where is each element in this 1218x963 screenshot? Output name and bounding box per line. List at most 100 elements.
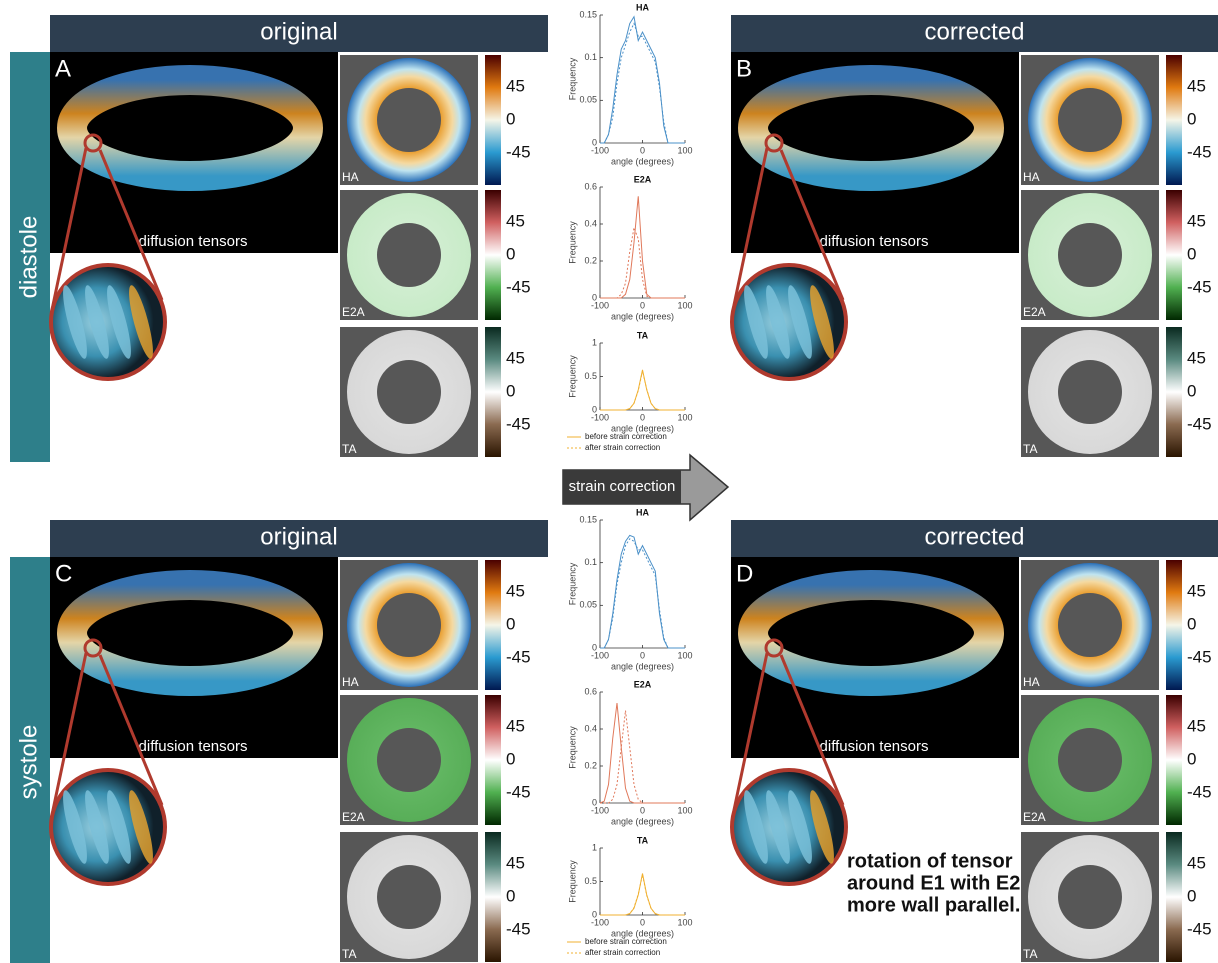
- x-tick-label: 0: [640, 300, 645, 310]
- series-line: [600, 703, 685, 803]
- x-tick-label: 0: [640, 917, 645, 927]
- chart-title: TA: [637, 835, 649, 845]
- panel-letter: A: [55, 55, 71, 82]
- header: corrected: [924, 523, 1024, 550]
- map-hole: [377, 728, 441, 792]
- colorbar-tick-label: 45: [506, 581, 525, 600]
- tensor-ring-inner: [110, 96, 270, 148]
- y-axis-label: Frequency: [567, 221, 577, 264]
- map-hole: [1058, 88, 1122, 152]
- annotation: around E1 with E2: [847, 872, 1020, 894]
- colorbar-tick-label: 0: [1187, 614, 1196, 633]
- map-label: E2A: [1023, 810, 1046, 824]
- series-line: [600, 539, 685, 648]
- colorbar-tick-label: 45: [506, 853, 525, 872]
- colorbar-tick-label: -45: [506, 782, 531, 801]
- y-axis-label: Frequency: [567, 562, 577, 605]
- map-hole: [1058, 865, 1122, 929]
- colorbar-tick-label: -45: [506, 277, 531, 296]
- map-label: TA: [342, 442, 356, 456]
- row-label: diastole: [15, 216, 42, 299]
- chart-title: HA: [636, 507, 649, 517]
- series-line: [600, 370, 685, 410]
- y-tick-label: 0.6: [584, 686, 597, 696]
- colorbar-tick-label: 0: [506, 886, 515, 905]
- colorbar: [1166, 190, 1182, 320]
- map-label: HA: [342, 675, 359, 689]
- series-line: [600, 196, 685, 298]
- legend-label: after strain correction: [585, 948, 660, 957]
- colorbar-tick-label: 45: [506, 716, 525, 735]
- arrow-label: strain correction: [569, 478, 676, 495]
- colorbar-tick-label: -45: [1187, 919, 1212, 938]
- x-tick-label: -100: [591, 917, 609, 927]
- colorbar-tick-label: -45: [506, 647, 531, 666]
- panel-letter: B: [736, 55, 752, 82]
- colorbar-tick-label: 0: [506, 749, 515, 768]
- y-axis-label: Frequency: [567, 860, 577, 903]
- colorbar-tick-label: 45: [506, 348, 525, 367]
- y-tick-label: 0.4: [584, 218, 597, 228]
- x-tick-label: 100: [677, 650, 692, 660]
- map-hole: [1058, 593, 1122, 657]
- colorbar-tick-label: -45: [506, 142, 531, 161]
- x-tick-label: 0: [640, 145, 645, 155]
- x-tick-label: -100: [591, 145, 609, 155]
- series-line: [600, 535, 685, 648]
- x-tick-label: -100: [591, 412, 609, 422]
- map-hole: [1058, 223, 1122, 287]
- header: original: [260, 523, 337, 550]
- map-label: E2A: [342, 305, 365, 319]
- x-tick-label: 0: [640, 650, 645, 660]
- map-label: E2A: [342, 810, 365, 824]
- colorbar-tick-label: 45: [1187, 211, 1206, 230]
- x-axis-label: angle (degrees): [611, 156, 674, 166]
- series-line: [600, 371, 685, 410]
- colorbar: [485, 695, 501, 825]
- colorbar-tick-label: 0: [1187, 749, 1196, 768]
- series-line: [600, 17, 685, 143]
- map-label: TA: [1023, 442, 1037, 456]
- header: corrected: [924, 18, 1024, 45]
- x-axis-label: angle (degrees): [611, 816, 674, 826]
- tensor-ring-inner: [110, 601, 270, 653]
- colorbar: [485, 560, 501, 690]
- colorbar-tick-label: 0: [506, 381, 515, 400]
- figure: strain correction rotation of tensor aro…: [0, 0, 1218, 963]
- colorbar-tick-label: -45: [506, 919, 531, 938]
- x-tick-label: 100: [677, 145, 692, 155]
- x-tick-label: 100: [677, 917, 692, 927]
- panel-letter: D: [736, 560, 753, 587]
- chart-title: HA: [636, 2, 649, 12]
- y-axis-label: Frequency: [567, 355, 577, 398]
- colorbar: [1166, 55, 1182, 185]
- y-axis-label: Frequency: [567, 57, 577, 100]
- y-tick-label: 0.2: [584, 255, 597, 265]
- series-line: [600, 711, 685, 804]
- map-hole: [377, 360, 441, 424]
- colorbar-tick-label: -45: [506, 414, 531, 433]
- y-tick-label: 0.15: [579, 9, 597, 19]
- map-label: TA: [1023, 947, 1037, 961]
- colorbar-tick-label: 45: [1187, 76, 1206, 95]
- map-label: HA: [1023, 675, 1040, 689]
- map-hole: [377, 88, 441, 152]
- map-label: E2A: [1023, 305, 1046, 319]
- annotation: more wall parallel.: [847, 894, 1020, 916]
- y-tick-label: 0.4: [584, 723, 597, 733]
- x-axis-label: angle (degrees): [611, 661, 674, 671]
- map-hole: [1058, 728, 1122, 792]
- tensor-label: diffusion tensors: [139, 738, 248, 755]
- y-tick-label: 0.2: [584, 760, 597, 770]
- map-hole: [1058, 360, 1122, 424]
- colorbar-tick-label: -45: [1187, 647, 1212, 666]
- annotation: rotation of tensor: [847, 850, 1013, 872]
- map-hole: [377, 223, 441, 287]
- series-line: [600, 24, 685, 143]
- y-tick-label: 0.5: [584, 371, 597, 381]
- colorbar: [485, 190, 501, 320]
- tensor-ring-inner: [791, 96, 951, 148]
- map-label: HA: [342, 170, 359, 184]
- y-axis-label: Frequency: [567, 726, 577, 769]
- colorbar: [1166, 695, 1182, 825]
